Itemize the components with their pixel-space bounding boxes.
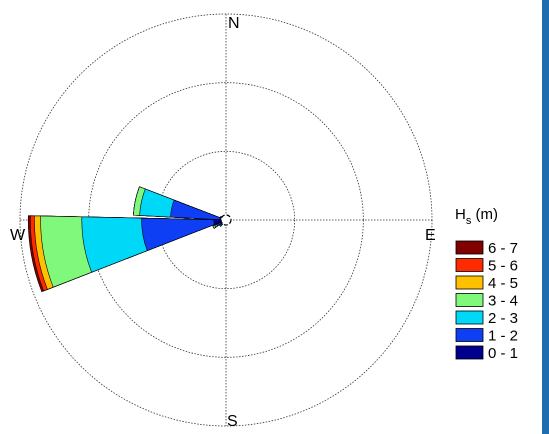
legend: Hs (m) 6 - 75 - 64 - 53 - 42 - 31 - 20 -… (455, 206, 518, 362)
sector-segment (141, 217, 227, 251)
legend-swatch (455, 240, 484, 255)
legend-label: 2 - 3 (488, 310, 518, 327)
legend-title-sub: s (466, 215, 472, 227)
legend-label: 3 - 4 (488, 293, 518, 310)
direction-labels: N E S W (10, 15, 436, 430)
legend-items: 6 - 75 - 64 - 53 - 42 - 31 - 20 - 1 (455, 240, 518, 362)
legend-title: Hs (m) (455, 206, 498, 227)
sectors (27, 186, 232, 293)
window-edge (542, 0, 549, 434)
legend-label: 6 - 7 (488, 240, 518, 257)
legend-swatch (455, 293, 484, 307)
label-west: W (10, 227, 26, 244)
sector-segment (170, 199, 227, 221)
legend-title-unit: (m) (471, 206, 498, 223)
legend-title-main: H (455, 206, 466, 223)
legend-swatch (455, 258, 484, 272)
legend-label: 4 - 5 (488, 275, 518, 292)
label-east: E (425, 227, 436, 244)
polar-grid (19, 13, 433, 427)
legend-label: 5 - 6 (488, 258, 518, 275)
grid-ring (156, 150, 296, 290)
label-north: N (228, 15, 240, 32)
legend-label: 0 - 1 (488, 345, 518, 362)
legend-swatch (455, 328, 484, 342)
legend-label: 1 - 2 (488, 328, 518, 345)
legend-swatch (455, 275, 484, 290)
label-south: S (227, 413, 238, 430)
legend-swatch (455, 345, 484, 360)
legend-swatch (455, 310, 484, 325)
center-marker (220, 214, 232, 226)
